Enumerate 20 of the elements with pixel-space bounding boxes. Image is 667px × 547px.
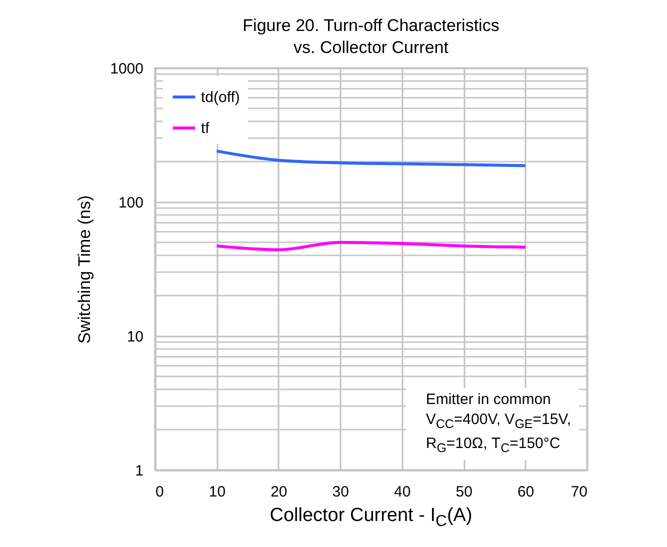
- chart-title: Figure 20. Turn-off Characteristics vs. Collector Current: [242, 16, 500, 57]
- legend-label: tf: [201, 120, 210, 137]
- x-tick-label: 60: [517, 484, 534, 500]
- x-tick-label: 20: [270, 484, 288, 500]
- x-tick-label: 0: [156, 484, 164, 500]
- x-tick-label: 40: [394, 484, 411, 500]
- x-tick-label: 10: [208, 484, 226, 500]
- x-tick-label: 30: [332, 484, 349, 500]
- y-tick-label: 1: [135, 462, 144, 480]
- x-axis-title: Collector Current - I$_{C}$(A): [268, 505, 474, 531]
- x-tick-label: 50: [456, 484, 472, 500]
- line-series: [215, 240, 527, 252]
- y-tick-label: 100: [118, 194, 144, 212]
- y-axis-title: Switching Time (ns): [75, 195, 94, 344]
- y-tick-label: 10: [126, 328, 144, 346]
- line-series: [215, 150, 527, 168]
- y-tick-label: 1000: [110, 60, 144, 78]
- legend-label: td(off): [201, 89, 240, 106]
- x-tick-label: 70: [570, 484, 588, 500]
- text: Emitter in common V$_{CC}$=400V, V$_{GE}$=15V, R$_{G}$=10Ω, T$_{C}$=150°C: [426, 391, 571, 455]
